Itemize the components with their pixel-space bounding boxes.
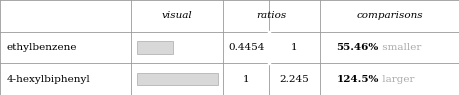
Text: larger: larger bbox=[378, 75, 413, 84]
Text: comparisons: comparisons bbox=[356, 11, 422, 20]
Text: ethylbenzene: ethylbenzene bbox=[7, 43, 77, 52]
Text: 0.4454: 0.4454 bbox=[227, 43, 264, 52]
Text: 124.5%: 124.5% bbox=[336, 75, 378, 84]
Text: smaller: smaller bbox=[378, 43, 420, 52]
Text: 1: 1 bbox=[242, 75, 249, 84]
Text: ratios: ratios bbox=[256, 11, 286, 20]
Text: 1: 1 bbox=[291, 43, 297, 52]
Bar bbox=[136, 42, 172, 53]
Bar bbox=[136, 73, 217, 85]
Text: visual: visual bbox=[162, 11, 192, 20]
Text: 2.245: 2.245 bbox=[279, 75, 308, 84]
Text: 55.46%: 55.46% bbox=[336, 43, 378, 52]
Text: 4-hexylbiphenyl: 4-hexylbiphenyl bbox=[7, 75, 90, 84]
